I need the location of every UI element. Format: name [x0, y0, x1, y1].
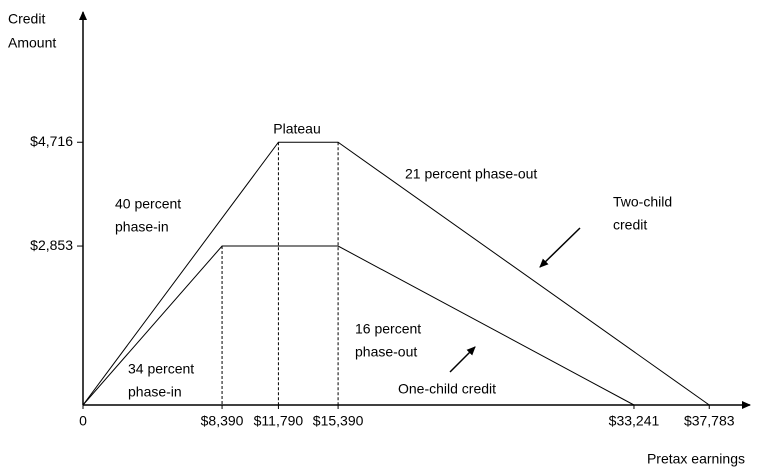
x-tick-label: $33,241: [609, 413, 660, 429]
series-line: [82, 245, 635, 406]
x-tick-label: $15,390: [313, 413, 364, 429]
annotation: phase-out: [355, 344, 417, 360]
y-axis-label: Amount: [8, 35, 56, 51]
arrow: [539, 227, 581, 268]
annotation: 21 percent phase-out: [405, 166, 537, 182]
y-tick-label: $4,716: [30, 133, 73, 149]
x-axis-label: Pretax earnings: [647, 451, 745, 467]
annotation: Plateau: [273, 121, 320, 137]
x-tick-label: 0: [79, 413, 87, 429]
x-tick-label: $11,790: [254, 413, 304, 429]
series-line: [82, 141, 710, 406]
annotation: 40 percent: [115, 196, 181, 212]
y-axis-label: Credit: [8, 11, 45, 27]
arrow: [449, 346, 476, 373]
annotation: 16 percent: [355, 321, 421, 337]
x-tick-label: $8,390: [201, 413, 244, 429]
annotation: One-child credit: [398, 381, 496, 397]
annotation: 34 percent: [128, 361, 194, 377]
annotation: credit: [613, 217, 647, 233]
annotation: phase-in: [115, 219, 169, 235]
annotation: Two-child: [613, 194, 672, 210]
y-tick-label: $2,853: [30, 237, 73, 253]
annotation: phase-in: [128, 384, 182, 400]
x-tick-label: $37,783: [684, 413, 735, 429]
